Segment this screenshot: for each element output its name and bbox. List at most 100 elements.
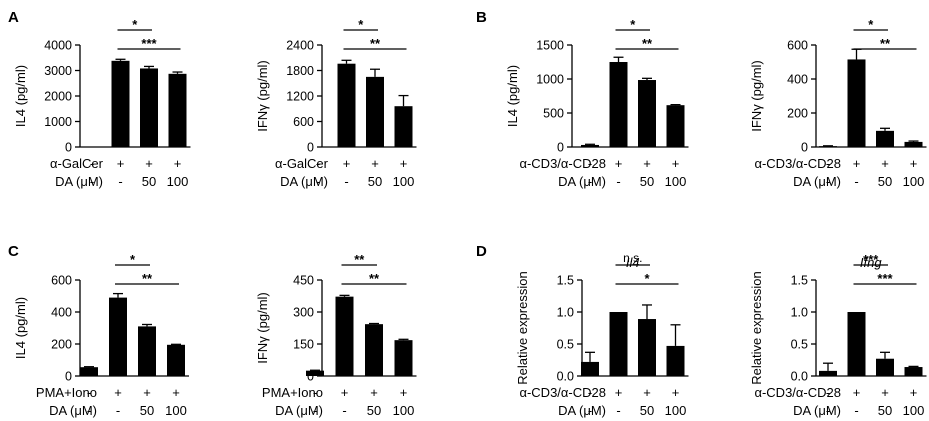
condition-row-label: DA (μM) [55,174,103,189]
bar [366,76,384,147]
y-axis-label: IFNγ (pg/ml) [255,60,270,132]
bar [581,144,599,147]
y-axis-label: IFNγ (pg/ml) [749,60,764,132]
y-tick-label: 0 [65,141,72,155]
condition-row-label: PMA+Iono [262,385,323,400]
condition-value: + [400,385,408,400]
bar [140,68,158,147]
y-tick-label: 2000 [44,90,72,104]
condition-value: + [400,156,408,171]
condition-value: 50 [367,403,381,418]
bar [167,344,185,376]
condition-value: - [313,385,317,400]
condition-value: + [172,385,180,400]
y-tick-label: 1.5 [557,274,574,288]
condition-value: - [588,156,592,171]
condition-value: - [854,403,858,418]
condition-value: 100 [665,174,687,189]
condition-row-label: DA (μM) [275,403,323,418]
bar [394,106,413,147]
bar [876,130,894,147]
y-tick-label: 1200 [286,90,314,104]
condition-value: + [643,156,651,171]
condition-row-label: α-GalCer [275,156,329,171]
y-tick-label: 500 [543,107,564,121]
condition-row-label: α-CD3/α-CD28 [754,156,841,171]
condition-value: - [87,403,91,418]
panel-label: B [476,9,487,26]
significance-label: * [868,17,874,32]
significance-label: ** [642,36,653,51]
condition-value: + [370,385,378,400]
bar [609,62,628,147]
y-tick-label: 3000 [44,64,72,78]
condition-value: - [826,156,830,171]
y-tick-label: 0.0 [557,370,574,384]
y-tick-label: 300 [293,306,314,320]
condition-value: - [588,174,592,189]
y-tick-label: 1.5 [791,274,808,288]
y-axis-label: IL4 (pg/ml) [505,65,520,127]
condition-value: + [881,385,889,400]
significance-label: ** [369,271,380,286]
bar [638,319,656,376]
condition-row-label: α-CD3/α-CD28 [754,385,841,400]
condition-value: 100 [393,403,415,418]
y-tick-label: 0 [307,141,314,155]
condition-value: + [615,385,623,400]
bar [876,358,894,376]
condition-value: - [616,174,620,189]
condition-value: - [854,174,858,189]
significance-label: *** [141,36,157,51]
condition-value: - [826,174,830,189]
condition-value: 50 [878,174,892,189]
condition-value: + [910,156,918,171]
bar [168,73,187,147]
condition-row-label: α-CD3/α-CD28 [519,156,606,171]
y-tick-label: 2400 [286,39,314,53]
y-tick-label: 1000 [44,115,72,129]
condition-value: 100 [167,174,189,189]
condition-row-label: DA (μM) [793,174,841,189]
condition-row-label: DA (μM) [558,403,606,418]
condition-value: + [672,385,680,400]
y-tick-label: 1000 [536,73,564,87]
y-tick-label: 4000 [44,39,72,53]
condition-value: + [114,385,122,400]
significance-label: ** [142,271,153,286]
bar [904,367,923,376]
bar [819,370,837,376]
significance-label: ** [370,36,381,51]
significance-label: * [630,17,636,32]
condition-value: 50 [640,174,654,189]
condition-value: - [116,403,120,418]
condition-value: - [342,403,346,418]
condition-row-label: α-GalCer [50,156,104,171]
condition-row-label: DA (μM) [558,174,606,189]
y-tick-label: 0 [307,370,314,384]
y-tick-label: 400 [51,306,72,320]
condition-value: - [826,385,830,400]
panel-label: D [476,243,487,260]
bar [609,312,628,376]
condition-value: + [371,156,379,171]
bar [109,297,127,376]
bar [337,63,356,148]
bar [666,105,685,147]
condition-value: 50 [640,403,654,418]
bar [666,345,685,376]
bar [581,361,599,376]
condition-value: + [881,156,889,171]
y-axis-label: IL4 (pg/ml) [13,65,28,127]
condition-value: 50 [142,174,156,189]
condition-row-label: PMA+Iono [36,385,97,400]
condition-value: 50 [878,403,892,418]
bar [365,324,383,376]
condition-row-label: DA (μM) [49,403,97,418]
chart-title: Ifng [860,255,882,270]
significance-label: ** [354,252,365,267]
condition-row-label: α-CD3/α-CD28 [519,385,606,400]
y-tick-label: 400 [787,73,808,87]
